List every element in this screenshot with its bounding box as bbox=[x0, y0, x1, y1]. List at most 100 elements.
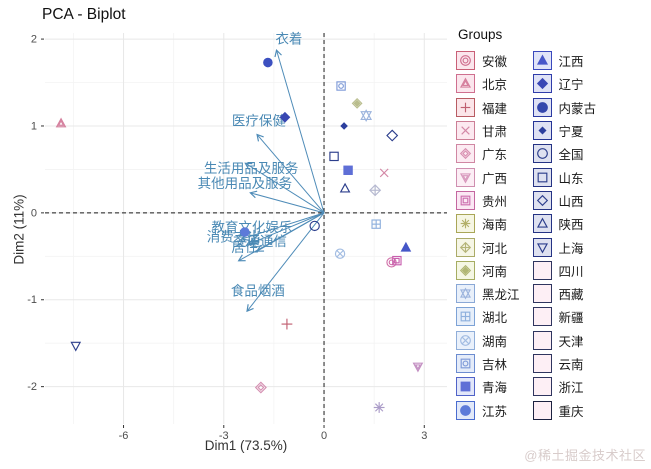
legend-symbol-guangdong bbox=[459, 148, 472, 160]
legend-key-guangdong-symbol bbox=[456, 144, 475, 164]
legend-item-jiangxi: 江西 bbox=[532, 49, 597, 72]
legend-key-zhejiang-symbol bbox=[532, 377, 552, 397]
legend-label-beijing: 北京 bbox=[482, 78, 508, 93]
legend-panel: Groups 安徽 北京 福建 甘肃 广东 广西 贵州 海南 河北 河南 黑龙江 湖北 湖南 吉林 青海 江苏… bbox=[456, 27, 651, 422]
legend-key-sichuan-symbol bbox=[532, 260, 552, 280]
x-axis-title: Dim1 (73.5%) bbox=[204, 438, 288, 453]
loading-arrow-healthcare bbox=[256, 133, 325, 214]
data-point-guangdong bbox=[254, 381, 267, 394]
loading-arrow-education bbox=[240, 212, 325, 241]
legend-item-hebei: 河北 bbox=[456, 235, 520, 258]
data-point-hubei bbox=[371, 219, 381, 229]
legend-key-shanghai-symbol bbox=[532, 237, 552, 257]
data-point-guizhou bbox=[392, 255, 402, 266]
legend-item-quanguo: 全国 bbox=[532, 142, 597, 165]
legend-key-tianjin-symbol bbox=[532, 330, 552, 350]
legend-label-gansu: 甘肃 bbox=[482, 125, 508, 140]
legend-label-henan: 河南 bbox=[482, 264, 508, 279]
legend-item-heilongjiang: 黑龙江 bbox=[456, 282, 520, 305]
legend-label-shanghai: 上海 bbox=[558, 241, 584, 256]
data-point-quanguo bbox=[309, 220, 320, 232]
legend-item-jiangsu: 江苏 bbox=[456, 398, 520, 421]
arrow-label-education: 教育文化娱乐 bbox=[211, 220, 292, 235]
legend-label-ningxia: 宁夏 bbox=[558, 125, 584, 140]
legend-symbol-gansu bbox=[461, 126, 470, 135]
legend-label-tianjin: 天津 bbox=[558, 334, 584, 349]
legend-item-beijing: 北京 bbox=[456, 72, 520, 95]
arrow-label-food: 食品烟酒 bbox=[231, 283, 285, 299]
legend-label-hainan: 海南 bbox=[482, 218, 508, 233]
legend-key-jiangxi-symbol bbox=[532, 51, 552, 71]
legend-label-guizhou: 贵州 bbox=[482, 194, 508, 209]
data-point-gansu bbox=[379, 168, 389, 178]
legend-key-yunnan-symbol bbox=[532, 354, 552, 373]
legend-columns: 安徽 北京 福建 甘肃 广东 广西 贵州 海南 河北 河南 黑龙江 湖北 湖南 吉林 青海 江苏 江西 辽宁 内蒙古… bbox=[456, 49, 651, 422]
data-point-hainan bbox=[373, 402, 385, 413]
legend-key-gansu-symbol bbox=[456, 121, 475, 141]
x-tick-label: 0 bbox=[321, 430, 327, 442]
legend-item-ningxia: 宁夏 bbox=[532, 119, 597, 142]
legend-item-hunan: 湖南 bbox=[456, 329, 520, 352]
legend-symbol-jilin bbox=[460, 358, 471, 369]
arrow-label-clothing: 衣着 bbox=[275, 31, 302, 47]
loading-arrow-consumption bbox=[247, 212, 325, 246]
legend-symbol-ningxia bbox=[538, 126, 547, 135]
legend-item-guizhou: 贵州 bbox=[456, 189, 520, 212]
arrow-label-household-goods: 生活用品及服务 bbox=[204, 161, 299, 176]
legend-key-ningxia-symbol bbox=[532, 121, 552, 141]
legend-label-guangxi: 广西 bbox=[482, 171, 508, 186]
legend-title: Groups bbox=[458, 27, 503, 42]
legend-item-gansu: 甘肃 bbox=[456, 119, 520, 142]
legend-symbol-shanghai bbox=[536, 242, 548, 254]
legend-key-jilin-symbol bbox=[456, 354, 475, 373]
legend-label-xizang: 西藏 bbox=[558, 288, 584, 303]
legend-item-neimenggu: 内蒙古 bbox=[532, 96, 596, 119]
legend-label-xinjiang: 新疆 bbox=[558, 311, 584, 326]
legend-item-fujian: 福建 bbox=[456, 96, 520, 119]
legend-column-2: 江西 辽宁 内蒙古 宁夏 全国 山东 山西 陕西 上海 四川 西藏 新疆 天津 云南 浙江 重庆 bbox=[532, 49, 597, 422]
watermark: @稀土掘金技术社区 bbox=[524, 448, 646, 463]
y-tick-label: 0 bbox=[31, 207, 37, 219]
y-tick-label: 1 bbox=[31, 120, 37, 132]
data-point-jiangsu bbox=[240, 227, 250, 237]
legend-item-tianjin: 天津 bbox=[532, 329, 597, 352]
legend-item-jilin: 吉林 bbox=[456, 352, 520, 375]
legend-symbol-beijing bbox=[459, 77, 472, 89]
legend-key-shandong-symbol bbox=[532, 167, 552, 187]
legend-symbol-shaanxi bbox=[536, 217, 548, 228]
data-point-hunan bbox=[334, 248, 346, 259]
data-point-neimenggu bbox=[263, 57, 273, 68]
legend-key-xinjiang-symbol bbox=[532, 307, 552, 327]
legend-item-sichuan: 四川 bbox=[532, 259, 597, 282]
legend-symbol-heilongjiang bbox=[459, 287, 472, 300]
legend-item-yunnan: 云南 bbox=[532, 352, 597, 375]
legend-item-henan: 河南 bbox=[456, 259, 520, 282]
legend-item-zhejiang: 浙江 bbox=[532, 375, 597, 398]
data-point-qinghai bbox=[343, 165, 353, 175]
legend-key-qinghai-symbol bbox=[456, 377, 475, 397]
tick-marks bbox=[41, 38, 425, 428]
data-point-shanghai bbox=[70, 341, 82, 352]
legend-key-jiangsu-symbol bbox=[456, 400, 475, 420]
data-point-jilin bbox=[336, 81, 346, 91]
legend-item-shandong: 山东 bbox=[532, 165, 597, 188]
loading-arrow-household-goods bbox=[244, 162, 325, 214]
legend-label-yunnan: 云南 bbox=[558, 358, 584, 372]
legend-item-hainan: 海南 bbox=[456, 212, 520, 235]
legend-column-1: 安徽 北京 福建 甘肃 广东 广西 贵州 海南 河北 河南 黑龙江 湖北 湖南 吉林 青海 江苏 bbox=[456, 49, 520, 422]
legend-key-neimenggu-symbol bbox=[532, 97, 552, 117]
legend-label-jiangxi: 江西 bbox=[558, 55, 584, 70]
legend-label-guangdong: 广东 bbox=[482, 148, 508, 163]
y-axis-title: Dim2 (11%) bbox=[11, 194, 27, 265]
data-point-shandong bbox=[329, 151, 339, 162]
data-point-fujian bbox=[281, 318, 293, 330]
loading-arrow-clothing bbox=[274, 49, 325, 214]
legend-label-liaoning: 辽宁 bbox=[558, 78, 584, 93]
legend-key-quanguo-symbol bbox=[532, 144, 552, 164]
legend-label-shanxi: 山西 bbox=[558, 194, 584, 209]
legend-symbol-jiangsu bbox=[460, 404, 471, 416]
legend-item-hubei: 湖北 bbox=[456, 305, 520, 328]
data-point-henan bbox=[351, 97, 363, 109]
data-point-guangxi bbox=[412, 362, 424, 373]
